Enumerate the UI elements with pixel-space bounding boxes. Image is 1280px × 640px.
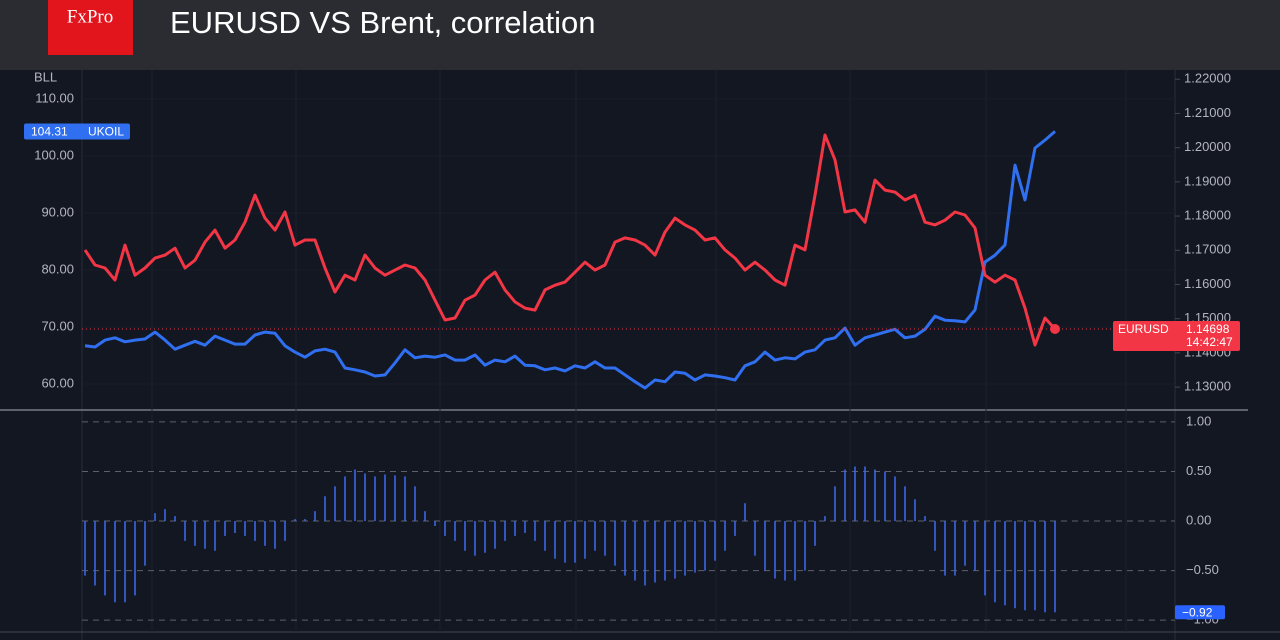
y-axis-label: BLL: [34, 69, 57, 84]
last-point: [1050, 324, 1060, 335]
y2-tick-label: 1.16000: [1184, 276, 1231, 291]
vertical-grid: [151, 70, 1127, 632]
series-line: [84, 130, 1056, 390]
countdown: 14:42:47: [1186, 335, 1233, 349]
logo-box: [48, 0, 133, 55]
y2-tick-label: 1.17000: [1184, 242, 1231, 257]
price-tag-name: EURUSD: [1118, 322, 1169, 336]
y-tick-label: 0.00: [1186, 512, 1211, 527]
y-tick-label: 70.00: [41, 318, 74, 333]
price-tag-value: 104.31: [31, 125, 68, 139]
y-tick-label: −0.50: [1186, 562, 1219, 577]
y2-tick-label: 1.13000: [1184, 379, 1231, 394]
title: EURUSD VS Brent, correlation: [170, 5, 596, 40]
y-tick-label: 90.00: [41, 204, 74, 219]
price-tag: [1113, 321, 1240, 352]
y2-tick-label: 1.21000: [1184, 105, 1231, 120]
y-tick-label: 100.00: [34, 147, 74, 162]
y-tick-label: 1.00: [1186, 413, 1211, 428]
header-bar: [0, 0, 1280, 70]
y-tick-label: 0.50: [1186, 463, 1211, 478]
logo: FxPro: [67, 6, 113, 27]
price-tag: [24, 123, 130, 140]
price-tag-value: 1.14698: [1186, 322, 1230, 336]
y2-tick-label: 1.22000: [1184, 71, 1231, 86]
series-line: [83, 133, 1057, 347]
value-tag: [1175, 605, 1225, 620]
y-tick-label: 60.00: [41, 375, 74, 390]
y2-tick-label: 1.19000: [1184, 173, 1231, 188]
price-tag-name: UKOIL: [88, 125, 124, 139]
y-tick-label: 80.00: [41, 261, 74, 276]
value-label: −0.92: [1182, 605, 1213, 619]
y2-tick-label: 1.20000: [1184, 139, 1231, 154]
y-tick-label: 110.00: [35, 90, 74, 105]
y2-tick-label: 1.18000: [1184, 207, 1231, 222]
